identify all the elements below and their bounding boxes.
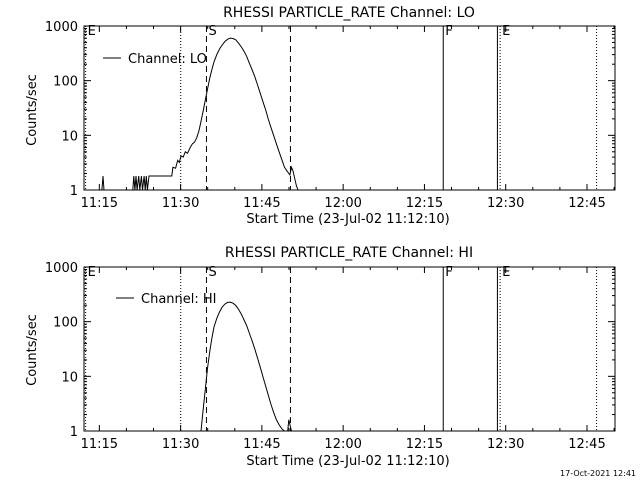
y-tick-label: 1000 <box>45 261 78 276</box>
x-tick-label: 11:45 <box>243 196 280 211</box>
x-axis-label: Start Time (23-Jul-02 11:12:10) <box>246 212 449 227</box>
x-tick-label: 12:15 <box>406 437 443 452</box>
event-marker-label: S <box>208 265 216 280</box>
y-tick-label: 10 <box>61 370 78 385</box>
x-axis-label: Start Time (23-Jul-02 11:12:10) <box>246 454 449 469</box>
y-tick-label: 10 <box>61 129 78 144</box>
x-tick-label: 11:15 <box>81 437 118 452</box>
x-tick-label: 12:30 <box>487 196 524 211</box>
y-tick-label: 1000 <box>45 20 78 35</box>
x-tick-label: 11:45 <box>243 437 280 452</box>
y-tick-label: 100 <box>53 75 78 90</box>
series-line <box>200 301 292 432</box>
x-tick-label: 12:45 <box>568 437 605 452</box>
event-marker-label: E <box>88 265 96 280</box>
chart-panel-hi: RHESSI PARTICLE_RATE Channel: HI Start T… <box>25 245 616 469</box>
x-tick-label: 12:45 <box>568 196 605 211</box>
x-tick-label: 11:30 <box>162 196 199 211</box>
y-axis-label: Counts/sec <box>25 314 40 386</box>
x-tick-label: 12:15 <box>406 196 443 211</box>
legend-label: Channel: HI <box>141 292 217 307</box>
chart-title: RHESSI PARTICLE_RATE Channel: HI <box>225 245 473 261</box>
generation-timestamp: 17-Oct-2021 12:41 <box>560 469 636 478</box>
x-tick-label: 12:00 <box>324 437 361 452</box>
chart-title: RHESSI PARTICLE_RATE Channel: LO <box>223 5 475 21</box>
event-marker-label: E <box>502 24 510 39</box>
plot-frame <box>83 25 616 191</box>
y-tick-label: 1 <box>70 425 78 440</box>
legend-label: Channel: LO <box>128 52 207 67</box>
event-marker-label: E <box>502 265 510 280</box>
x-tick-label: 12:00 <box>324 196 361 211</box>
event-marker-label: S <box>208 24 216 39</box>
series-line <box>101 37 299 191</box>
event-marker-label: F <box>445 24 452 39</box>
x-tick-label: 11:30 <box>162 437 199 452</box>
event-marker-label: F <box>445 265 452 280</box>
y-tick-label: 100 <box>53 316 78 331</box>
y-axis-label: Counts/sec <box>25 74 40 146</box>
x-tick-label: 12:30 <box>487 437 524 452</box>
x-tick-label: 11:15 <box>81 196 118 211</box>
chart-panel-lo: RHESSI PARTICLE_RATE Channel: LO Start T… <box>25 5 616 227</box>
plot-frame <box>83 266 616 432</box>
y-tick-label: 1 <box>70 184 78 199</box>
event-marker-label: E <box>88 24 96 39</box>
